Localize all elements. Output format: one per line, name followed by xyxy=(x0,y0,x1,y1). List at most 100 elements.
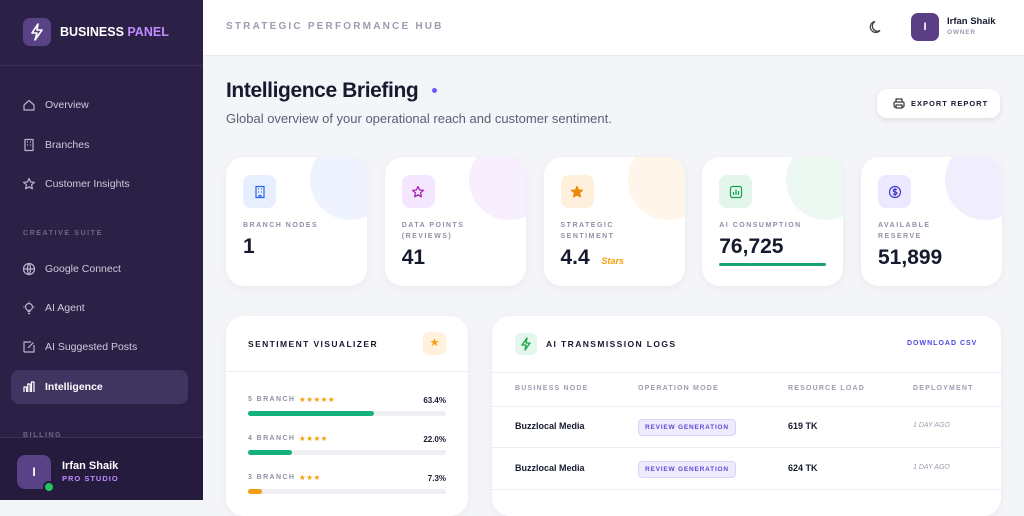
header-title: STRATEGIC PERFORMANCE HUB xyxy=(226,21,444,32)
nav-item[interactable]: Overview xyxy=(11,88,188,122)
icon-glyph xyxy=(23,99,35,111)
bolt-icon xyxy=(521,337,531,351)
row-divider xyxy=(492,489,1001,490)
stat-unit: Stars xyxy=(601,256,625,266)
icon-glyph xyxy=(24,138,34,152)
row-stars: ★★★★ xyxy=(299,434,328,443)
icon xyxy=(22,380,36,399)
export-button[interactable]: EXPORT REPORT xyxy=(877,89,1000,118)
column-header: RESOURCE LOAD xyxy=(788,385,866,392)
card-decoration xyxy=(786,157,844,220)
bar xyxy=(248,489,263,494)
row-divider xyxy=(492,447,1001,448)
deployment: 1 DAY AGO xyxy=(913,464,950,471)
nav-label: AI Suggested Posts xyxy=(45,341,138,353)
user-name: Irfan Shaik xyxy=(62,460,119,472)
icon xyxy=(22,340,36,359)
icon-glyph xyxy=(22,262,36,276)
row-value: 7.3% xyxy=(427,474,446,483)
row-label: 3 BRANCH xyxy=(248,474,296,481)
print-icon xyxy=(893,98,905,109)
icon-glyph xyxy=(888,185,901,198)
stat-label: AI CONSUMPTION xyxy=(719,222,802,229)
icon xyxy=(22,301,36,320)
stat-label: DATA POINTS (REVIEWS) xyxy=(401,222,465,240)
user-name: Irfan Shaik xyxy=(947,16,996,27)
row-stars: ★★★★★ xyxy=(299,395,336,404)
user-role: OWNER xyxy=(947,29,976,36)
nav-item[interactable]: Branches xyxy=(11,128,188,162)
nav-item[interactable]: Intelligence xyxy=(11,370,188,404)
status-dot xyxy=(43,481,55,493)
nav-item[interactable]: AI Suggested Posts xyxy=(11,330,188,364)
icon xyxy=(401,175,435,208)
stat-value: 76,725 xyxy=(719,235,784,258)
usage-bar xyxy=(719,263,827,266)
star-icon: ★ xyxy=(423,332,446,355)
icon xyxy=(22,177,36,196)
nav-label: Overview xyxy=(45,99,89,111)
icon-glyph xyxy=(23,381,35,392)
nav-item[interactable]: Customer Insights xyxy=(11,167,188,201)
icon-glyph xyxy=(729,185,742,198)
icon-glyph xyxy=(570,185,584,197)
nav-label: Branches xyxy=(45,139,90,151)
stat-card: AVAILABLE RESERVE 51,899 xyxy=(861,157,1002,286)
bar xyxy=(248,450,292,455)
button-label: EXPORT REPORT xyxy=(911,99,989,108)
section-label: BILLING xyxy=(23,432,63,439)
bar xyxy=(248,411,374,416)
mode-badge: REVIEW GENERATION xyxy=(638,419,736,436)
icon-glyph xyxy=(23,341,35,353)
nav-label: Customer Insights xyxy=(45,178,130,190)
icon-glyph xyxy=(254,185,265,198)
stat-label: AVAILABLE RESERVE xyxy=(878,222,931,240)
row-stars: ★★★ xyxy=(299,473,321,482)
business-node: Buzzlocal Media xyxy=(515,421,585,431)
brand-logo xyxy=(23,18,51,46)
page-subtitle: Global overview of your operational reac… xyxy=(226,111,612,126)
bar-track xyxy=(248,450,446,455)
row-value: 63.4% xyxy=(423,396,446,405)
stat-card: BRANCH NODES 1 xyxy=(226,157,367,286)
sidebar-footer: I Irfan Shaik PRO STUDIO xyxy=(0,437,203,500)
mode-badge: REVIEW GENERATION xyxy=(638,461,736,478)
card-decoration xyxy=(627,157,685,220)
table-head xyxy=(492,372,1001,407)
nav-label: Intelligence xyxy=(45,381,103,393)
avatar[interactable]: I xyxy=(911,13,939,41)
theme-toggle[interactable] xyxy=(869,19,885,35)
stat-value: 41 xyxy=(401,246,426,269)
stat-value: 1 xyxy=(243,235,255,258)
stat-card: AI CONSUMPTION 76,725 xyxy=(702,157,844,286)
column-header: BUSINESS NODE xyxy=(515,385,589,392)
sentiment-panel: SENTIMENT VISUALIZER ★ 5 BRANCH ★★★★★ 63.4… xyxy=(226,316,468,516)
resource-load: 619 TK xyxy=(788,421,818,431)
brand-accent: PANEL xyxy=(127,25,169,39)
card-decoration xyxy=(310,157,367,220)
header: STRATEGIC PERFORMANCE HUB I Irfan Shaik … xyxy=(203,0,1024,56)
deployment: 1 DAY AGO xyxy=(913,422,950,429)
nav-item[interactable]: AI Agent xyxy=(11,291,188,325)
bar-track xyxy=(248,489,446,494)
icon xyxy=(719,175,753,208)
icon xyxy=(243,175,276,208)
business-node: Buzzlocal Media xyxy=(515,463,585,473)
icon-glyph xyxy=(412,185,425,197)
icon xyxy=(560,175,594,208)
stat-label: STRATEGIC SENTIMENT xyxy=(560,222,615,240)
card-decoration xyxy=(945,157,1002,220)
section-label: CREATIVE SUITE xyxy=(23,230,103,237)
nav-item[interactable]: Google Connect xyxy=(11,252,188,286)
nav-label: Google Connect xyxy=(45,263,121,275)
row-label: 5 BRANCH xyxy=(248,396,296,403)
card-decoration xyxy=(468,157,526,220)
stat-card: DATA POINTS (REVIEWS) 41 xyxy=(384,157,526,286)
user-role: PRO STUDIO xyxy=(62,474,119,483)
download-link[interactable]: DOWNLOAD CSV xyxy=(907,340,978,347)
stat-value: 4.4 xyxy=(560,246,590,269)
resource-load: 624 TK xyxy=(788,463,818,473)
panel-title: SENTIMENT VISUALIZER xyxy=(248,339,379,349)
brand-name: BUSINESS xyxy=(60,25,124,39)
